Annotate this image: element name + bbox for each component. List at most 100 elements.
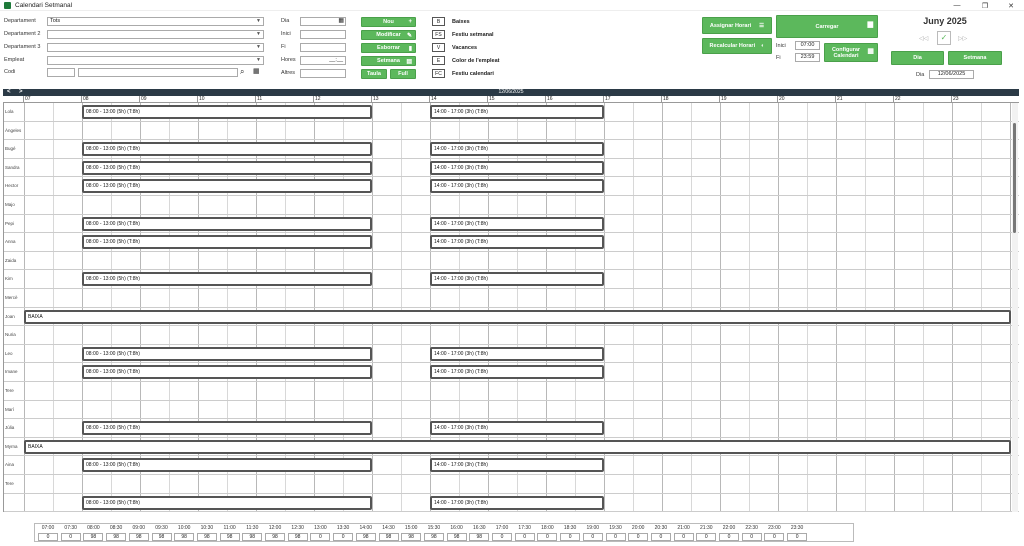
nou-button[interactable]: Nou +	[361, 17, 416, 27]
shift-block[interactable]: 08:00 - 13:00 (5h) (T:8h)	[82, 160, 372, 175]
schedule-grid[interactable]: Lola 08:00 - 13:00 (5h) (T:8h) 14:00 - 17:…	[3, 103, 1019, 512]
shift-block[interactable]: 14:00 - 17:00 (3h) (T:8h)	[430, 365, 604, 380]
shift-block[interactable]: 14:00 - 17:00 (3h) (T:8h)	[430, 216, 604, 231]
employee-row[interactable]: Nuria	[4, 326, 1019, 345]
employee-row[interactable]: Marí	[4, 401, 1019, 420]
employee-row[interactable]: Hector 08:00 - 13:00 (5h) (T:8h) 14:00 - 1…	[4, 177, 1019, 196]
shift-block[interactable]: 14:00 - 17:00 (3h) (T:8h)	[430, 495, 604, 510]
employee-row[interactable]: Kim 08:00 - 13:00 (5h) (T:8h) 14:00 - 17:0…	[4, 270, 1019, 289]
maximize-icon[interactable]: ❐	[981, 2, 989, 10]
setmana-view-button[interactable]: Setmana	[948, 51, 1002, 65]
next-week-icon[interactable]: >	[19, 89, 23, 95]
dia-date-value: 12/06/2025	[937, 71, 966, 77]
employee-row[interactable]: Majo	[4, 196, 1019, 215]
employee-row[interactable]: Aina 08:00 - 13:00 (5h) (T:8h) 14:00 - 17:…	[4, 456, 1019, 475]
occupancy-value: 0	[650, 533, 671, 541]
employee-row[interactable]: Lola 08:00 - 13:00 (5h) (T:8h) 14:00 - 17:…	[4, 103, 1019, 122]
configurar-calendari-button[interactable]: Configurar Calendari ▦	[824, 43, 878, 62]
date-picker-icon[interactable]: ▦	[338, 18, 344, 24]
employee-row[interactable]: Myrna BAIXA	[4, 438, 1019, 457]
legend-label: Baixes	[452, 19, 470, 25]
employee-row[interactable]: Àngeles	[4, 122, 1019, 141]
taula-button[interactable]: Taula	[361, 69, 387, 79]
calendar-check-icon[interactable]: ✓	[937, 31, 951, 45]
employee-row[interactable]: Sandra 08:00 - 13:00 (5h) (T:8h) 14:00 - 1…	[4, 159, 1019, 178]
altres-input[interactable]	[300, 69, 346, 78]
employee-row[interactable]: Mercè	[4, 289, 1019, 308]
vertical-scrollbar[interactable]	[1012, 103, 1018, 512]
dia-date-input[interactable]: 12/06/2025	[929, 70, 974, 79]
shift-block[interactable]: 08:00 - 13:00 (5h) (T:8h)	[82, 365, 372, 380]
shift-block[interactable]: 14:00 - 17:00 (3h) (T:8h)	[430, 421, 604, 436]
shift-block[interactable]: 08:00 - 13:00 (5h) (T:8h)	[82, 495, 372, 510]
shift-block[interactable]: 08:00 - 13:00 (5h) (T:8h)	[82, 421, 372, 436]
shift-block[interactable]: 08:00 - 13:00 (5h) (T:8h)	[82, 142, 372, 157]
departament3-select[interactable]: ▼	[47, 43, 264, 52]
employee-row[interactable]: Leo 08:00 - 13:00 (5h) (T:8h) 14:00 - 17:0…	[4, 345, 1019, 364]
shift-block[interactable]: 14:00 - 17:00 (3h) (T:8h)	[430, 142, 604, 157]
shift-block[interactable]: 08:00 - 13:00 (5h) (T:8h)	[82, 216, 372, 231]
recalcular-horari-button[interactable]: Recalcular Horari ◐	[702, 38, 772, 54]
prev-icon[interactable]: ◁◁	[919, 36, 929, 42]
calendar-icon[interactable]: ▦	[253, 68, 260, 75]
shift-block[interactable]: 14:00 - 17:00 (3h) (T:8h)	[430, 179, 604, 194]
carregar-button[interactable]: Carregar ▆	[776, 15, 878, 38]
search-icon[interactable]: ⌕	[240, 67, 245, 76]
employee-row[interactable]: Bugé 08:00 - 13:00 (5h) (T:8h) 14:00 - 17:…	[4, 140, 1019, 159]
shift-block[interactable]: 14:00 - 17:00 (3h) (T:8h)	[430, 105, 604, 119]
modificar-button[interactable]: Modificar ✎	[361, 30, 416, 40]
esborrar-button[interactable]: Esborrar ▮	[361, 43, 416, 53]
shift-block[interactable]: 08:00 - 13:00 (5h) (T:8h)	[82, 179, 372, 194]
fi-input[interactable]	[300, 43, 346, 52]
dia-input[interactable]: ▦	[300, 17, 346, 26]
occupancy-cell: 11:30 98	[241, 524, 263, 543]
shift-block[interactable]: 08:00 - 13:00 (5h) (T:8h)	[82, 105, 372, 119]
dia-view-button[interactable]: Dia	[891, 51, 944, 65]
employee-row[interactable]: Tere	[4, 475, 1019, 494]
baixa-block[interactable]: BAIXA	[24, 439, 1011, 454]
inici-time-input[interactable]: 07:00	[795, 41, 820, 50]
scrollbar-thumb[interactable]	[1013, 123, 1016, 233]
departament-select[interactable]: Tots ▼	[47, 17, 264, 26]
dia-right-label: Dia	[916, 72, 925, 78]
codi-name-input[interactable]	[78, 68, 238, 77]
assignar-horari-button[interactable]: Assignar Horari ☰	[702, 17, 772, 34]
departament2-select[interactable]: ▼	[47, 30, 264, 39]
minimize-icon[interactable]: —	[953, 2, 961, 9]
empleat-select[interactable]: ▼	[47, 56, 264, 65]
employee-row[interactable]: 08:00 - 13:00 (5h) (T:8h) 14:00 - 17:00 (…	[4, 494, 1019, 512]
shift-block[interactable]: 14:00 - 17:00 (3h) (T:8h)	[430, 160, 604, 175]
occupancy-cell: 22:00 0	[718, 524, 740, 543]
employee-row[interactable]: Zaida	[4, 252, 1019, 271]
shift-block[interactable]: 08:00 - 13:00 (5h) (T:8h)	[82, 272, 372, 287]
occupancy-time: 23:30	[790, 525, 804, 531]
fi-time-input[interactable]: 23:59	[795, 53, 820, 62]
modificar-label: Modificar	[376, 32, 401, 38]
prev-week-icon[interactable]: <	[7, 89, 11, 95]
hour-label: 20	[777, 96, 835, 103]
close-icon[interactable]: ✕	[1008, 2, 1014, 10]
shift-block[interactable]: 14:00 - 17:00 (3h) (T:8h)	[430, 235, 604, 250]
full-button[interactable]: Full	[390, 69, 416, 79]
occupancy-time: 14:00	[359, 525, 373, 531]
employee-row[interactable]: Tere	[4, 382, 1019, 401]
employee-row[interactable]: Anna 08:00 - 13:00 (5h) (T:8h) 14:00 - 17:…	[4, 233, 1019, 252]
employee-row[interactable]: Pepi 08:00 - 13:00 (5h) (T:8h) 14:00 - 17:…	[4, 215, 1019, 234]
next-icon[interactable]: ▷▷	[958, 36, 968, 42]
shift-block[interactable]: 08:00 - 13:00 (5h) (T:8h)	[82, 235, 372, 250]
codi-input[interactable]	[47, 68, 75, 77]
baixa-block[interactable]: BAIXA	[24, 309, 1011, 324]
employee-row[interactable]: Júlia 08:00 - 13:00 (5h) (T:8h) 14:00 - 17…	[4, 419, 1019, 438]
shift-block[interactable]: 14:00 - 17:00 (3h) (T:8h)	[430, 272, 604, 287]
shift-block[interactable]: 08:00 - 13:00 (5h) (T:8h)	[82, 458, 372, 473]
shift-block[interactable]: 08:00 - 13:00 (5h) (T:8h)	[82, 346, 372, 361]
hores-input[interactable]: __:__	[300, 56, 346, 65]
occupancy-cell: 17:00 0	[491, 524, 513, 543]
occupancy-value: 0	[787, 533, 808, 541]
employee-row[interactable]: Imane 08:00 - 13:00 (5h) (T:8h) 14:00 - 17…	[4, 363, 1019, 382]
shift-block[interactable]: 14:00 - 17:00 (3h) (T:8h)	[430, 458, 604, 473]
inici-input[interactable]	[300, 30, 346, 39]
shift-block[interactable]: 14:00 - 17:00 (3h) (T:8h)	[430, 346, 604, 361]
employee-row[interactable]: Joan BAIXA	[4, 308, 1019, 327]
setmana-button[interactable]: Setmana ▤	[361, 56, 416, 66]
